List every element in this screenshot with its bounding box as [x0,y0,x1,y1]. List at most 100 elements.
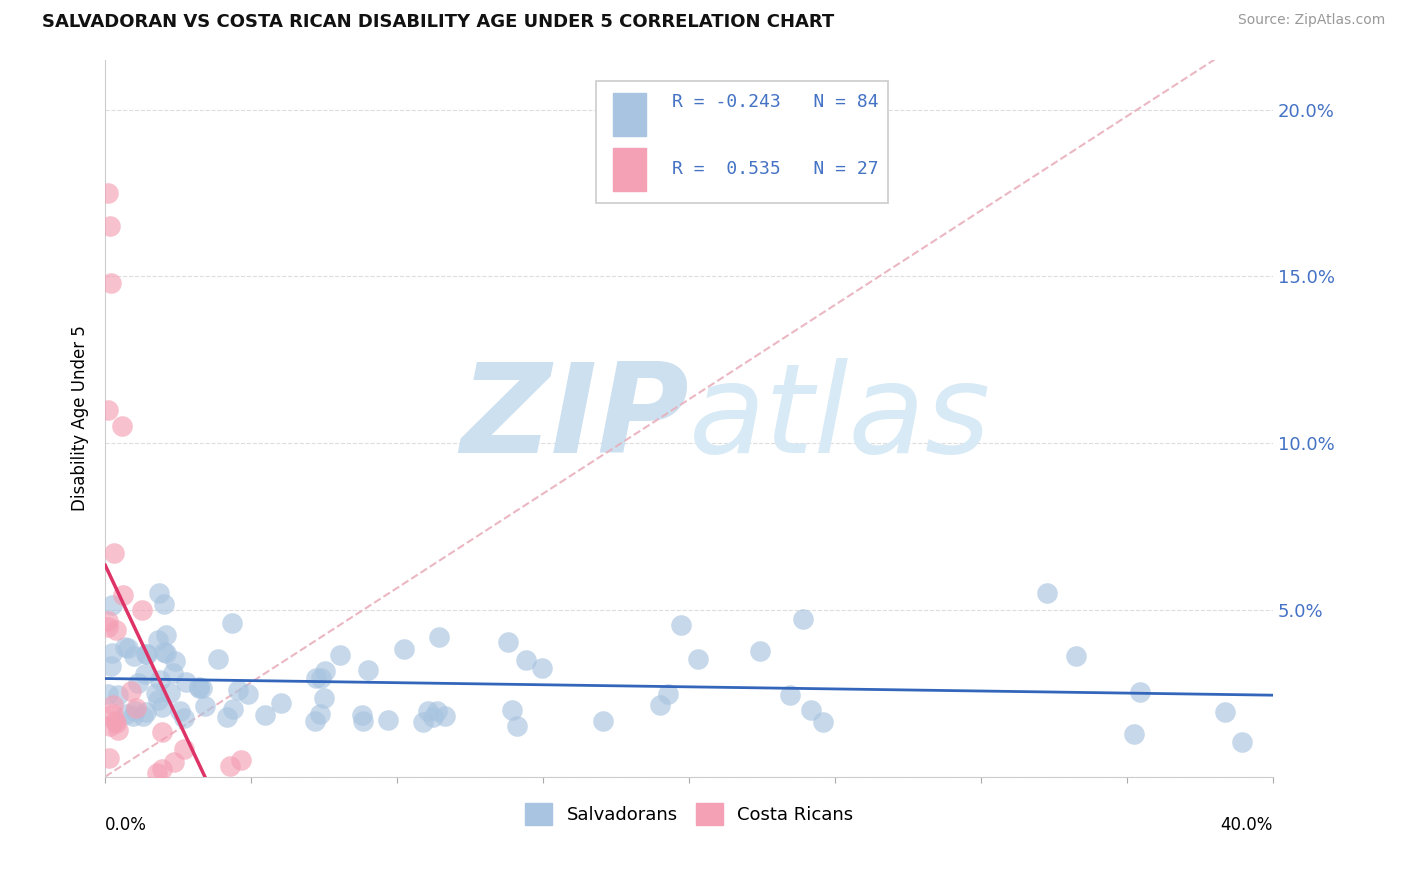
Point [150,762,173,776]
Point [163,756,186,770]
Point [222,702,245,716]
Point [148,586,170,600]
Point [173,711,195,725]
Point [412,714,434,729]
Point [163,654,186,668]
Point [422,710,444,724]
Point [115,707,138,722]
Point [1036,586,1059,600]
Point [135,647,157,661]
Point [98,751,121,765]
Point [98,219,121,234]
Point [111,419,134,434]
Point [779,688,801,702]
Point [121,708,143,723]
Point [219,759,242,773]
Point [159,686,181,700]
Point [107,723,129,738]
Point [149,673,172,688]
Point [145,686,167,700]
Text: R = -0.243   N = 84: R = -0.243 N = 84 [672,93,879,111]
Point [194,698,217,713]
Point [800,703,823,717]
Point [515,653,537,667]
Text: R =  0.535   N = 27: R = 0.535 N = 27 [672,160,879,178]
Point [153,645,176,659]
Point [671,618,693,632]
Point [304,714,326,728]
Point [97,619,120,633]
Point [101,646,124,660]
Point [226,683,249,698]
Point [125,701,148,715]
Point [124,704,146,718]
Text: SALVADORAN VS COSTA RICAN DISABILITY AGE UNDER 5 CORRELATION CHART: SALVADORAN VS COSTA RICAN DISABILITY AGE… [42,13,834,31]
Point [531,660,554,674]
Point [416,704,439,718]
Point [146,766,169,780]
Point [107,688,129,702]
Point [433,708,456,723]
Point [97,687,120,701]
Point [97,402,120,417]
Point [132,709,155,723]
Point [1129,685,1152,699]
Point [155,627,177,641]
Point [169,704,191,718]
Point [215,710,238,724]
Point [136,647,159,661]
Point [104,716,127,731]
Point [1232,734,1254,748]
Text: 40.0%: 40.0% [1220,816,1272,834]
Point [506,718,529,732]
Point [811,714,834,729]
Point [114,640,136,654]
Point [97,614,120,628]
Point [150,700,173,714]
Point [100,598,122,612]
Point [174,674,197,689]
FancyBboxPatch shape [596,81,887,203]
Point [153,597,176,611]
Point [686,652,709,666]
Point [350,708,373,723]
Point [122,649,145,664]
Point [120,684,142,698]
Point [1064,649,1087,664]
Point [131,603,153,617]
Point [135,705,157,719]
Point [394,641,416,656]
Point [162,666,184,681]
Point [377,714,399,728]
Text: 0.0%: 0.0% [105,816,148,834]
Y-axis label: Disability Age Under 5: Disability Age Under 5 [72,326,89,511]
Point [155,647,177,661]
Point [426,704,449,718]
Point [792,612,814,626]
Point [429,630,451,644]
Point [352,714,374,728]
Text: atlas: atlas [689,358,991,479]
Point [592,714,614,729]
Point [191,681,214,695]
Point [101,698,124,712]
Point [98,719,121,733]
Point [146,632,169,647]
Point [101,707,124,722]
Point [97,186,120,200]
Point [173,742,195,756]
Point [650,698,672,712]
Point [105,624,128,638]
Point [231,753,253,767]
Point [749,644,772,658]
Point [146,693,169,707]
Point [152,724,174,739]
Point [187,680,209,694]
Point [100,276,122,290]
Point [1213,706,1236,720]
Point [357,664,380,678]
FancyBboxPatch shape [613,94,645,136]
Point [496,635,519,649]
Point [103,546,125,560]
Point [134,667,156,681]
